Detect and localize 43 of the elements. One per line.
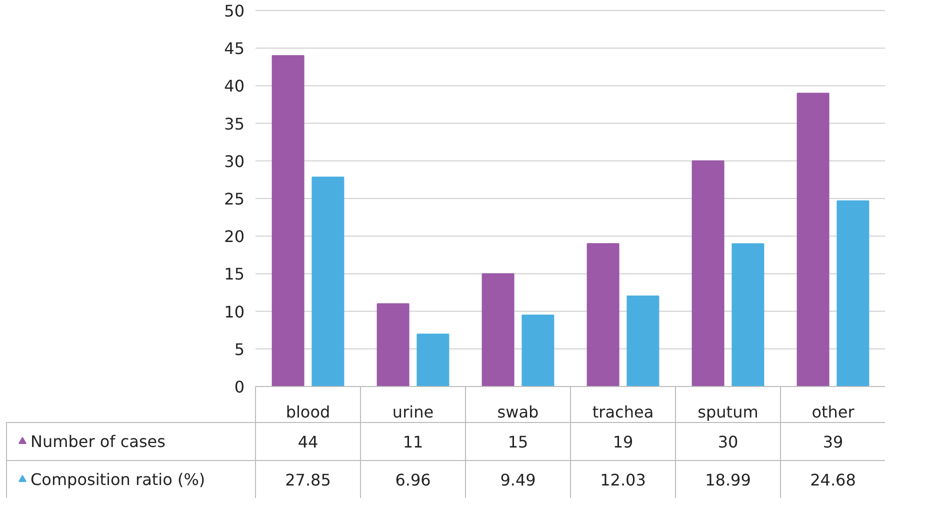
legend-label: Composition ratio (%) (30, 470, 206, 489)
x-tick-label: other (812, 402, 855, 422)
x-tick-label: blood (286, 402, 330, 422)
x-tick-label: swab (497, 402, 539, 422)
bar (272, 55, 304, 387)
bar (522, 314, 554, 387)
y-tick-label: 20 (224, 227, 244, 246)
data-label: 44 (298, 432, 318, 452)
x-tick-label: sputum (698, 402, 758, 422)
legend-label: Number of cases (30, 432, 166, 451)
bar (312, 176, 344, 387)
y-tick-label: 15 (224, 264, 244, 284)
bar (796, 92, 830, 387)
bar (376, 303, 410, 387)
data-label: 39 (822, 432, 844, 452)
y-tick-label: 35 (224, 114, 244, 134)
y-tick-label: 30 (224, 152, 244, 171)
data-label: 9.49 (500, 470, 536, 490)
data-label: 30 (718, 432, 738, 452)
data-label: 15 (508, 432, 528, 452)
bar (586, 243, 620, 387)
y-tick-label: 25 (224, 190, 244, 208)
data-label: 11 (402, 432, 424, 452)
x-tick-label: trachea (592, 402, 654, 422)
bar (836, 200, 870, 387)
y-tick-label: 45 (224, 39, 244, 58)
data-label: 6.96 (395, 470, 431, 490)
data-label: 27.85 (285, 470, 331, 490)
data-label: 19 (612, 432, 634, 452)
y-tick-label: 50 (224, 2, 244, 20)
bar (416, 334, 450, 387)
y-tick-label: 0 (234, 378, 245, 396)
y-tick-label: 10 (224, 302, 244, 322)
data-label: 24.68 (810, 470, 856, 490)
y-tick-label: 5 (234, 340, 245, 359)
x-tick-label: urine (392, 402, 434, 422)
bar (732, 243, 764, 387)
bar (692, 160, 724, 387)
bar (482, 273, 514, 387)
y-tick-label: 40 (224, 76, 244, 96)
data-label: 18.99 (705, 470, 751, 490)
bar (626, 296, 660, 387)
data-label: 12.03 (600, 470, 646, 490)
